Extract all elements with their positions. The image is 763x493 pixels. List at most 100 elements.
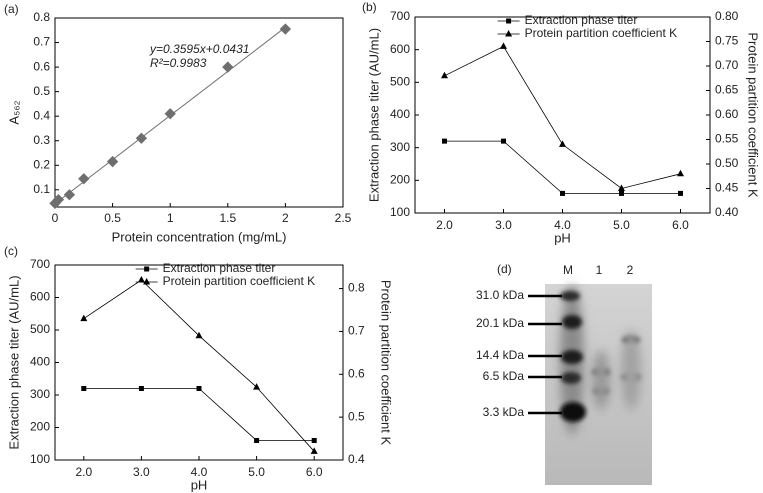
y-tick-label: 300 xyxy=(390,140,410,154)
marker xyxy=(442,138,447,144)
marker xyxy=(441,71,448,79)
y2-tick-label: 0.40 xyxy=(715,205,739,219)
y-tick-label: 0.4 xyxy=(33,108,50,122)
y-tick-label: 600 xyxy=(390,42,410,56)
marker xyxy=(310,447,318,454)
y-tick-label: 0.8 xyxy=(33,10,50,24)
x-tick-label: 5.0 xyxy=(248,465,265,479)
x-tick-label: 1 xyxy=(167,211,174,225)
y-tick-label: 0.3 xyxy=(33,133,50,147)
x-tick-label: 6.0 xyxy=(306,465,323,479)
annotation: R²=0.9983 xyxy=(150,56,207,70)
y-tick-label: 100 xyxy=(390,205,410,219)
y-tick-label: 200 xyxy=(30,420,50,434)
y-tick-label: 700 xyxy=(390,9,410,23)
plot-frame xyxy=(54,264,344,461)
y-tick-label: 400 xyxy=(390,107,410,121)
y-tick-label: 0.6 xyxy=(33,59,50,73)
marker-label: 14.4 kDa xyxy=(476,348,524,362)
panel-label: (b) xyxy=(362,0,377,14)
marker xyxy=(559,140,566,147)
y2-tick-label: 0.70 xyxy=(715,58,739,72)
y2-tick-label: 0.80 xyxy=(715,9,739,23)
marker xyxy=(138,386,144,391)
x-axis-title: pH xyxy=(191,477,208,492)
series-line xyxy=(83,279,315,452)
marker-label: 6.5 kDa xyxy=(483,369,525,383)
x-tick-label: 3.0 xyxy=(133,465,150,479)
panel-label: (d) xyxy=(497,262,512,276)
marker xyxy=(253,383,261,390)
y2-tick-label: 0.60 xyxy=(715,107,739,121)
gel-image xyxy=(545,284,652,485)
data-point xyxy=(279,23,292,35)
lane-label: 1 xyxy=(596,263,603,277)
x-tick-label: 6.0 xyxy=(672,218,689,232)
marker xyxy=(619,190,624,196)
y-tick-label: 0.5 xyxy=(33,84,50,98)
marker xyxy=(618,184,625,191)
y-tick-label: 400 xyxy=(30,355,50,369)
lane-label: 2 xyxy=(627,263,634,277)
y-tick-label: 100 xyxy=(30,452,50,466)
marker xyxy=(560,190,565,196)
marker xyxy=(195,331,203,339)
data-point xyxy=(135,132,148,144)
annotation: y=0.3595x+0.0431 xyxy=(149,42,249,56)
series-line xyxy=(444,140,681,194)
legend-marker xyxy=(505,30,513,37)
marker xyxy=(678,190,683,196)
y2-tick-label: 0.8 xyxy=(348,281,365,295)
data-point xyxy=(52,193,65,206)
x-tick-label: 2.5 xyxy=(335,211,352,225)
legend-marker xyxy=(506,18,512,24)
x-tick-label: 1.5 xyxy=(219,211,236,225)
x-tick-label: 4.0 xyxy=(191,465,208,479)
legend-label: Protein partition coefficient K xyxy=(525,26,678,40)
marker xyxy=(81,386,87,391)
series-line xyxy=(444,45,681,189)
y-axis-title: Extraction phase titer (AU/mL) xyxy=(6,275,21,449)
marker xyxy=(196,386,202,391)
x-axis-title: pH xyxy=(554,230,571,245)
y2-tick-label: 0.75 xyxy=(715,34,739,48)
lane-label: M xyxy=(563,263,573,277)
y-tick-label: 300 xyxy=(30,387,50,401)
y-tick-label: 0.7 xyxy=(33,35,50,49)
x-tick-label: 3.0 xyxy=(495,218,512,232)
x-tick-label: 0 xyxy=(52,211,59,225)
marker xyxy=(677,169,684,177)
legend-label: Extraction phase titer xyxy=(525,13,638,27)
y2-tick-label: 0.5 xyxy=(348,409,365,423)
y2-axis-title: Protein partition coefficient K xyxy=(746,32,761,198)
marker xyxy=(311,438,317,443)
y-tick-label: 0.1 xyxy=(33,182,50,196)
marker xyxy=(80,314,88,322)
y2-tick-label: 0.55 xyxy=(715,132,739,146)
marker xyxy=(254,438,260,443)
legend-label: Extraction phase titer xyxy=(163,261,276,275)
marker xyxy=(137,276,145,283)
marker-label: 3.3 kDa xyxy=(483,405,525,419)
y-tick-label: 500 xyxy=(30,322,50,336)
legend-marker xyxy=(143,278,151,285)
y-axis-title: A₅₆₂ xyxy=(6,100,21,124)
marker xyxy=(500,42,507,49)
y2-tick-label: 0.4 xyxy=(348,452,365,466)
y-axis-title: Extraction phase titer (AU/mL) xyxy=(366,28,381,202)
panel-label: (c) xyxy=(4,244,18,258)
y-tick-label: 600 xyxy=(30,290,50,304)
y2-tick-label: 0.6 xyxy=(348,366,365,380)
data-point xyxy=(63,189,76,201)
y-tick-label: 700 xyxy=(30,257,50,271)
x-tick-label: 4.0 xyxy=(554,218,571,232)
x-tick-label: 0.5 xyxy=(104,211,121,225)
data-point xyxy=(106,155,119,168)
y2-tick-label: 0.45 xyxy=(715,181,739,195)
y-tick-label: 500 xyxy=(390,75,410,89)
y2-tick-label: 0.7 xyxy=(348,324,365,338)
x-tick-label: 5.0 xyxy=(613,218,630,232)
marker xyxy=(501,138,506,144)
data-point xyxy=(222,61,234,73)
